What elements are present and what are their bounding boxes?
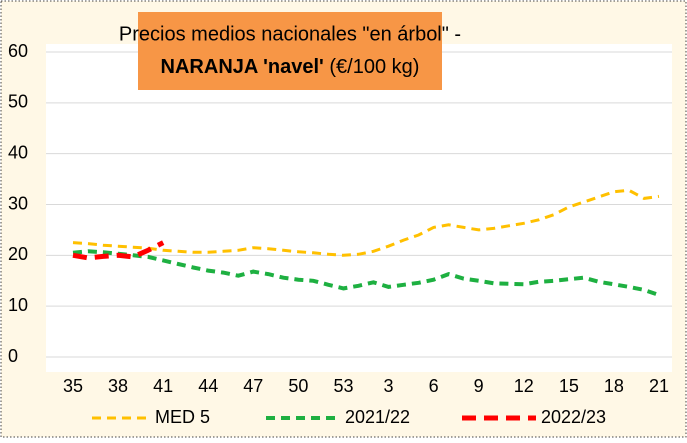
x-tick-label: 3 xyxy=(384,376,394,396)
chart-title: Precios medios nacionales "en árbol" - xyxy=(119,23,461,45)
x-tick-label: 35 xyxy=(63,376,83,396)
x-tick-label: 21 xyxy=(649,376,669,396)
x-tick-label: 53 xyxy=(333,376,353,396)
y-tick-label: 10 xyxy=(8,295,28,315)
legend-label: MED 5 xyxy=(155,407,210,427)
x-tick-label: 44 xyxy=(198,376,218,396)
lines xyxy=(72,188,660,297)
series-line xyxy=(72,188,660,257)
y-tick-label: 20 xyxy=(8,244,28,264)
plot-area xyxy=(46,44,672,372)
x-tick-label: 38 xyxy=(108,376,128,396)
y-tick-label: 0 xyxy=(8,346,18,366)
title-box xyxy=(138,12,442,90)
legend-label: 2022/23 xyxy=(541,407,606,427)
y-tick-label: 30 xyxy=(8,193,28,213)
subtitle-bold: NARANJA 'navel' xyxy=(161,56,324,78)
x-tick-label: 15 xyxy=(559,376,579,396)
x-tick-label: 41 xyxy=(153,376,173,396)
series-line xyxy=(72,249,660,297)
x-tick-label: 6 xyxy=(429,376,439,396)
legend-label: 2021/22 xyxy=(345,407,410,427)
y-tick-label: 40 xyxy=(8,142,28,162)
x-tick-label: 50 xyxy=(288,376,308,396)
x-tick-label: 18 xyxy=(604,376,624,396)
series-line xyxy=(72,240,165,261)
x-tick-label: 9 xyxy=(474,376,484,396)
y-tick-label: 50 xyxy=(8,92,28,112)
x-tick-label: 12 xyxy=(514,376,534,396)
y-tick-label: 60 xyxy=(8,41,28,61)
x-tick-label: 47 xyxy=(243,376,263,396)
chart-subtitle: NARANJA 'navel' (€/100 kg) xyxy=(161,56,420,78)
subtitle-unit: (€/100 kg) xyxy=(329,56,419,78)
